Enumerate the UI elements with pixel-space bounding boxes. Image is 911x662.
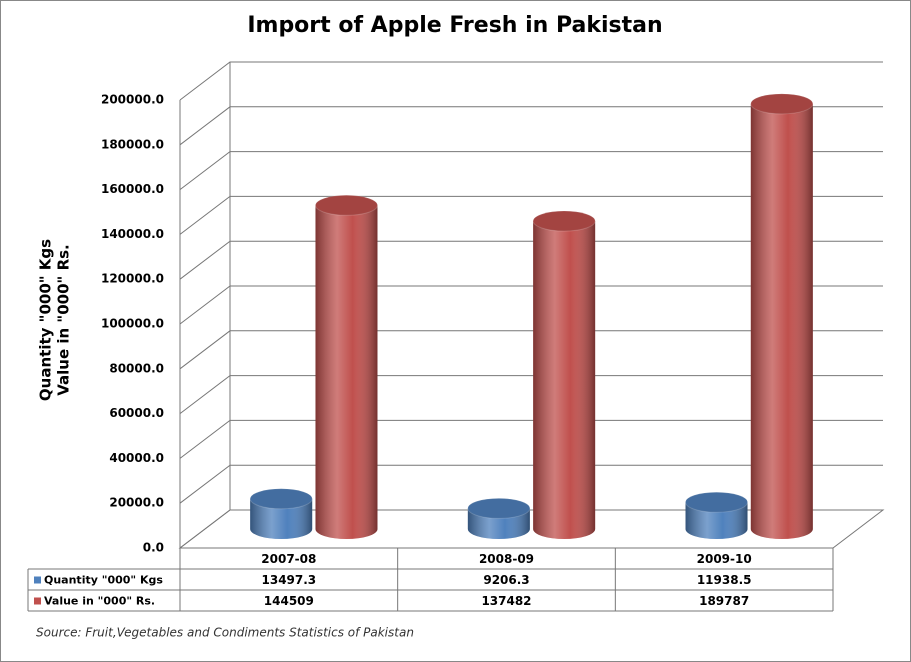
source-note: Source: Fruit,Vegetables and Condiments … bbox=[36, 626, 414, 640]
grid-line bbox=[179, 106, 883, 146]
grid-line bbox=[179, 464, 883, 504]
cylinder-shade bbox=[250, 498, 313, 539]
cylinder-top-shade bbox=[315, 195, 378, 216]
cylinder-top bbox=[249, 488, 313, 510]
grid-line bbox=[179, 285, 883, 325]
table-value: 137482 bbox=[481, 594, 531, 608]
cylinder-top bbox=[532, 210, 596, 232]
cylinder-top bbox=[750, 93, 814, 115]
legend-swatch bbox=[34, 576, 41, 584]
cylinder bbox=[750, 93, 814, 539]
grid-line bbox=[179, 151, 883, 190]
table-value: 144509 bbox=[264, 594, 314, 608]
x-tick-label: 2008-09 bbox=[479, 552, 534, 566]
cylinder-shade bbox=[685, 502, 748, 539]
cylinder bbox=[249, 488, 313, 539]
cylinder-shade bbox=[533, 221, 596, 539]
legend-label: Quantity "000" Kgs bbox=[44, 574, 163, 587]
grid-line bbox=[179, 195, 883, 235]
x-tick-label: 2009-10 bbox=[697, 552, 752, 566]
cylinder-top bbox=[467, 497, 531, 519]
y-tick-label: 160000.0 bbox=[101, 182, 164, 196]
y-tick-label: 40000.0 bbox=[109, 451, 164, 465]
cylinder bbox=[685, 491, 749, 539]
cylinder bbox=[532, 210, 596, 539]
cylinder-top-shade bbox=[533, 211, 596, 232]
grid-line bbox=[179, 330, 883, 370]
cylinder-top-shade bbox=[467, 498, 530, 519]
y-axis-title: Value in "000" Rs. bbox=[55, 244, 73, 396]
chart-title: Import of Apple Fresh in Pakistan bbox=[247, 13, 662, 38]
cylinder-shade bbox=[750, 103, 813, 539]
cylinder-top-shade bbox=[750, 93, 813, 114]
y-tick-label: 0.0 bbox=[143, 541, 164, 555]
cylinder bbox=[467, 497, 531, 539]
y-tick-label: 80000.0 bbox=[109, 361, 164, 375]
legend-label: Value in "000" Rs. bbox=[44, 595, 155, 608]
cylinder bbox=[314, 194, 378, 539]
cylinder-top-shade bbox=[685, 492, 748, 513]
legend-swatch bbox=[34, 597, 41, 605]
y-tick-label: 180000.0 bbox=[101, 137, 164, 151]
grid-line bbox=[179, 61, 883, 101]
cylinder-top bbox=[314, 194, 378, 216]
grid-line bbox=[179, 419, 883, 459]
y-tick-label: 140000.0 bbox=[101, 227, 164, 241]
y-tick-label: 100000.0 bbox=[101, 317, 164, 331]
grid-line bbox=[179, 240, 883, 280]
table-value: 189787 bbox=[699, 594, 749, 608]
y-tick-label: 60000.0 bbox=[109, 406, 164, 420]
x-tick-label: 2007-08 bbox=[261, 552, 316, 566]
y-axis-title: Quantity "000" Kgs bbox=[37, 239, 55, 401]
cylinder-top bbox=[685, 491, 749, 513]
cylinder-top-shade bbox=[250, 488, 313, 509]
grid-line bbox=[179, 509, 883, 549]
table-value: 9206.3 bbox=[483, 573, 529, 587]
grid-line bbox=[179, 375, 883, 414]
cylinder-shade bbox=[315, 205, 378, 539]
table-value: 11938.5 bbox=[697, 573, 752, 587]
table-value: 13497.3 bbox=[262, 573, 317, 587]
y-tick-label: 20000.0 bbox=[109, 496, 164, 510]
y-tick-label: 200000.0 bbox=[101, 93, 164, 107]
y-tick-label: 120000.0 bbox=[101, 272, 164, 286]
